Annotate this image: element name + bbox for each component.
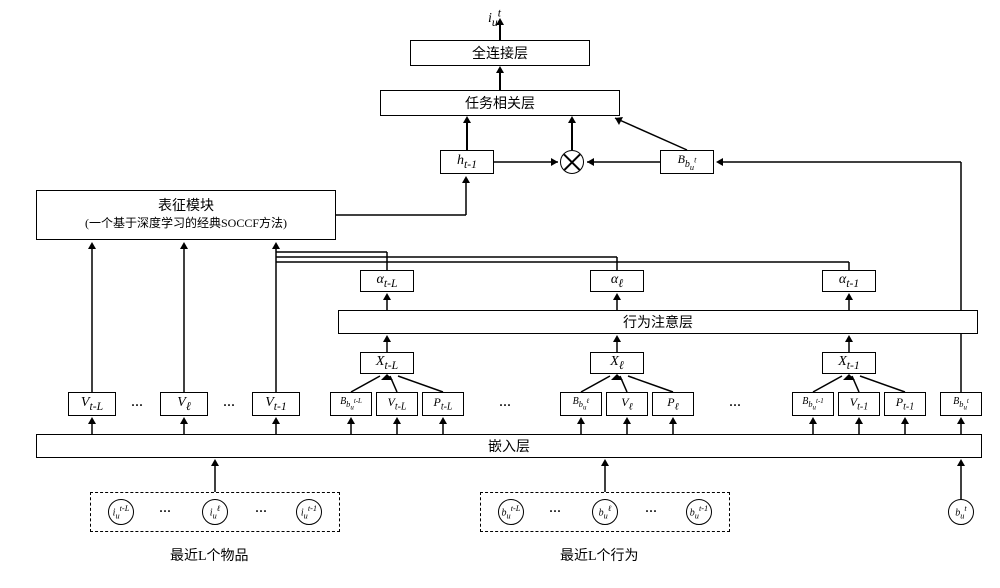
arrowhead-h-to-task — [463, 116, 471, 123]
dots-items-2: ··· — [246, 504, 276, 519]
dots-vleft-2: ··· — [214, 398, 244, 413]
triple2-B: Bbuℓ — [560, 392, 602, 416]
dots-vleft-1: ··· — [122, 398, 152, 413]
alpha-l-box: αℓ — [590, 270, 644, 292]
task-layer-box: 任务相关层 — [380, 90, 620, 116]
otimes-icon — [560, 150, 584, 174]
fc-layer-box: 全连接层 — [410, 40, 590, 66]
alpha-tm1-box: αt-1 — [822, 270, 876, 292]
behaviors-caption: 最近L个行为 — [560, 545, 639, 565]
rep-module-subtitle: (一个基于深度学习的经典SOCCF方法) — [85, 216, 287, 232]
arrowhead-otimes-to-task — [568, 116, 576, 123]
dots-items-1: ··· — [150, 504, 180, 519]
dots-behaviors-1: ··· — [540, 504, 570, 519]
alpha-tL-box: αt-L — [360, 270, 414, 292]
embed-layer-box: 嵌入层 — [36, 434, 982, 458]
arrowhead-task-to-fc — [496, 66, 504, 73]
behavior-circle-2: buℓ — [592, 499, 618, 525]
triple3-V: Vt-1 — [838, 392, 880, 416]
arrow-fc-to-output — [499, 24, 501, 40]
item-circle-1: iut-L — [108, 499, 134, 525]
behavior-circle-1: but-L — [498, 499, 524, 525]
dots-behaviors-2: ··· — [636, 504, 666, 519]
dots-triple-23: ··· — [720, 398, 750, 413]
X-tL-box: Xt-L — [360, 352, 414, 374]
b-t-circle: but — [948, 499, 974, 525]
triple2-P: Pℓ — [652, 392, 694, 416]
triple3-P: Pt-1 — [884, 392, 926, 416]
rep-module-title: 表征模块 — [158, 198, 214, 216]
triple2-V: Vℓ — [606, 392, 648, 416]
X-l-box: Xℓ — [590, 352, 644, 374]
rep-module-box: 表征模块 (一个基于深度学习的经典SOCCF方法) — [36, 190, 336, 240]
h-tm1-box: ht-1 — [440, 150, 494, 174]
arrowhead-fc-to-output — [496, 18, 504, 25]
item-circle-3: iut-1 — [296, 499, 322, 525]
V-tL-box: Vt-L — [68, 392, 116, 416]
arrow-otimes-to-task — [571, 122, 573, 150]
behavior-circle-3: but-1 — [686, 499, 712, 525]
V-l-box: Vℓ — [160, 392, 208, 416]
triple3-B: Bbut-1 — [792, 392, 834, 416]
B-right-box: Bbut — [660, 150, 714, 174]
V-tm1-box: Vt-1 — [252, 392, 300, 416]
B-farright-box: Bbut — [940, 392, 982, 416]
triple1-P: Pt-L — [422, 392, 464, 416]
attention-layer-box: 行为注意层 — [338, 310, 978, 334]
X-tm1-box: Xt-1 — [822, 352, 876, 374]
arrow-h-to-task — [466, 122, 468, 150]
items-caption: 最近L个物品 — [170, 545, 249, 565]
arrow-task-to-fc — [499, 72, 501, 90]
dots-triple-12: ··· — [490, 398, 520, 413]
triple1-B: Bbut-L — [330, 392, 372, 416]
item-circle-2: iuℓ — [202, 499, 228, 525]
triple1-V: Vt-L — [376, 392, 418, 416]
